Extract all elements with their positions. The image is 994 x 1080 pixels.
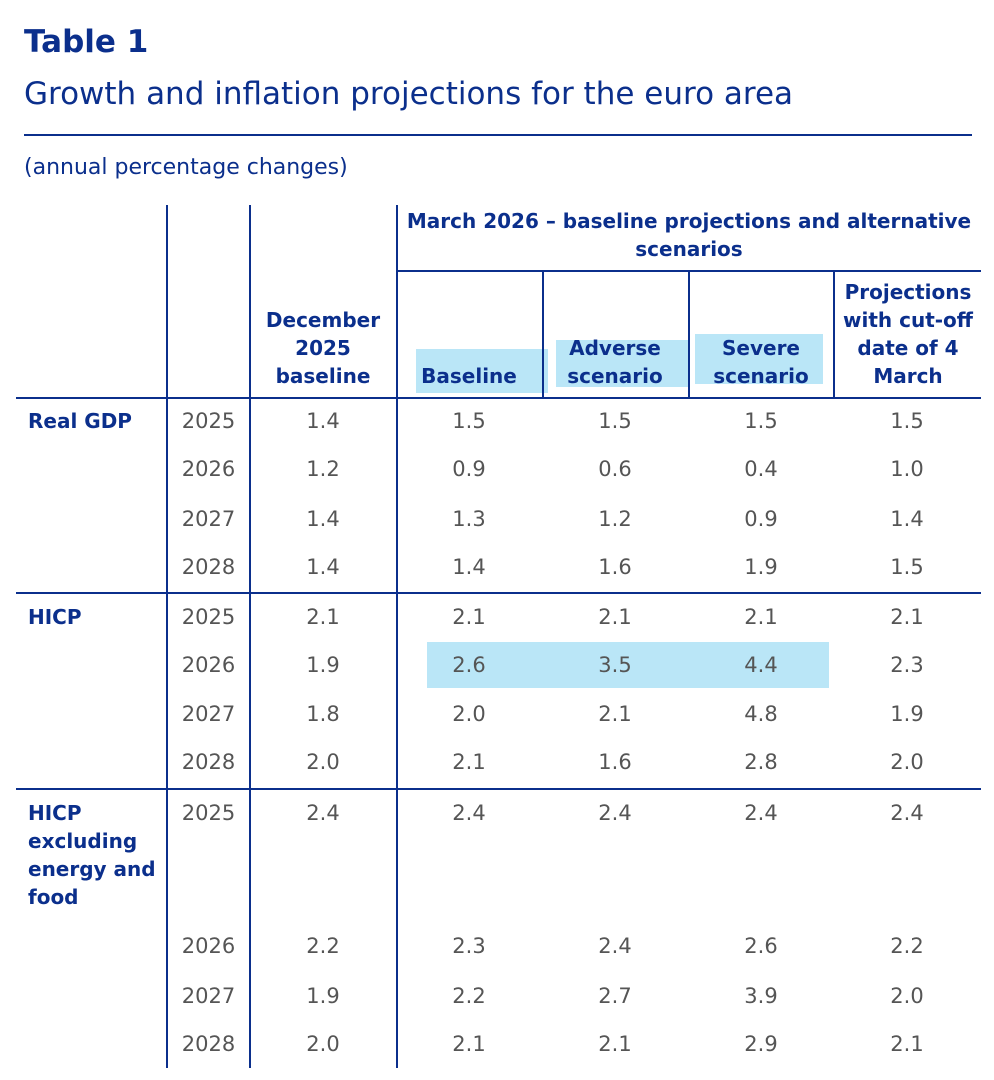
table-cell: 2.0 [306,750,340,774]
section-label-real-gdp: Real GDP [28,409,132,433]
row-year: 2026 [181,934,236,958]
table-cell: 3.5 [598,653,632,677]
table-cell: 3.9 [744,984,778,1008]
table-cell: 1.5 [890,409,924,433]
table-cell: 2.8 [744,750,778,774]
table-cell: 1.9 [890,702,924,726]
table-cell: 1.5 [890,555,924,579]
table-cell: 2.0 [890,984,924,1008]
table-cell: 1.0 [890,457,924,481]
grid-line [166,205,168,1068]
table-cell: 2.1 [890,605,924,629]
section-label-hicp-ex-energy-food: HICP excluding energy and food [28,801,156,909]
grid-line [16,592,981,594]
grid-line [542,270,544,398]
grid-line [396,205,398,1068]
table-cell: 2.3 [890,653,924,677]
section-label-hicp: HICP [28,605,82,629]
table-cell: 2.0 [890,750,924,774]
row-year: 2028 [181,555,236,579]
table-cell: 2.4 [452,801,486,825]
table-cell: 1.5 [598,409,632,433]
table-cell: 1.4 [306,507,340,531]
table-cell: 1.9 [306,653,340,677]
row-year: 2026 [181,457,236,481]
table-cell: 2.1 [452,1032,486,1056]
table-cell: 1.6 [598,555,632,579]
table-cell: 1.4 [306,555,340,579]
table-cell: 0.9 [744,507,778,531]
grid-line [833,270,835,398]
table-cell: 2.2 [306,934,340,958]
table-cell: 2.4 [890,801,924,825]
row-year: 2025 [181,409,236,433]
table-cell: 2.2 [890,934,924,958]
group-header: March 2026 – baseline projections and al… [406,209,972,261]
table-cell: 2.1 [598,702,632,726]
row-year: 2027 [181,507,236,531]
table-cell: 2.1 [598,1032,632,1056]
table-cell: 1.3 [452,507,486,531]
grid-line [16,397,981,399]
grid-line [16,788,981,790]
table-cell: 1.4 [452,555,486,579]
table-cell: 1.4 [890,507,924,531]
table-cell: 2.2 [452,984,486,1008]
table-cell: 2.1 [306,605,340,629]
grid-line [397,270,981,272]
table-cell: 2.1 [598,605,632,629]
table-cell: 2.3 [452,934,486,958]
table-cell: 4.4 [744,653,778,677]
column-header-baseline: Baseline [421,364,517,388]
table-cell: 0.4 [744,457,778,481]
table-cell: 0.9 [452,457,486,481]
row-year: 2026 [181,653,236,677]
table-cell: 2.4 [744,801,778,825]
table-cell: 2.4 [598,934,632,958]
table-cell: 4.8 [744,702,778,726]
column-header-dec2025: December 2025 baseline [265,308,381,388]
table-cell: 1.9 [744,555,778,579]
table-cell: 2.4 [598,801,632,825]
table-cell: 1.9 [306,984,340,1008]
table-cell: 1.2 [598,507,632,531]
highlight-severe-header [695,334,823,384]
row-year: 2025 [181,605,236,629]
column-header-adverse: Adverse scenario [567,336,663,388]
column-header-cutoff: Projections with cut-off date of 4 March [843,280,973,388]
table-cell: 0.6 [598,457,632,481]
table-cell: 2.7 [598,984,632,1008]
table-cell: 2.4 [306,801,340,825]
highlight-baseline-header [416,349,548,393]
table-cell: 2.1 [890,1032,924,1056]
table-cell: 2.1 [452,605,486,629]
row-year: 2028 [181,1032,236,1056]
row-year: 2027 [181,984,236,1008]
row-year: 2028 [181,750,236,774]
table-cell: 1.5 [452,409,486,433]
table-cell: 1.4 [306,409,340,433]
row-year: 2025 [181,801,236,825]
table-number: Table 1 [24,24,149,60]
table-cell: 2.0 [452,702,486,726]
table-cell: 2.1 [744,605,778,629]
table-cell: 1.2 [306,457,340,481]
units-note: (annual percentage changes) [24,155,348,180]
table-cell: 2.9 [744,1032,778,1056]
table-cell: 1.5 [744,409,778,433]
highlight-adverse-header [556,340,690,387]
title-divider [24,134,972,136]
table-cell: 2.6 [744,934,778,958]
table-cell: 2.0 [306,1032,340,1056]
grid-line [249,205,251,1068]
table-cell: 2.6 [452,653,486,677]
row-year: 2027 [181,702,236,726]
column-header-severe: Severe scenario [713,336,809,388]
table-title: Growth and inflation projections for the… [24,76,794,112]
highlight-hicp-2026-row [427,642,829,688]
table-cell: 1.6 [598,750,632,774]
grid-line [688,270,690,398]
table-cell: 1.8 [306,702,340,726]
table-cell: 2.1 [452,750,486,774]
